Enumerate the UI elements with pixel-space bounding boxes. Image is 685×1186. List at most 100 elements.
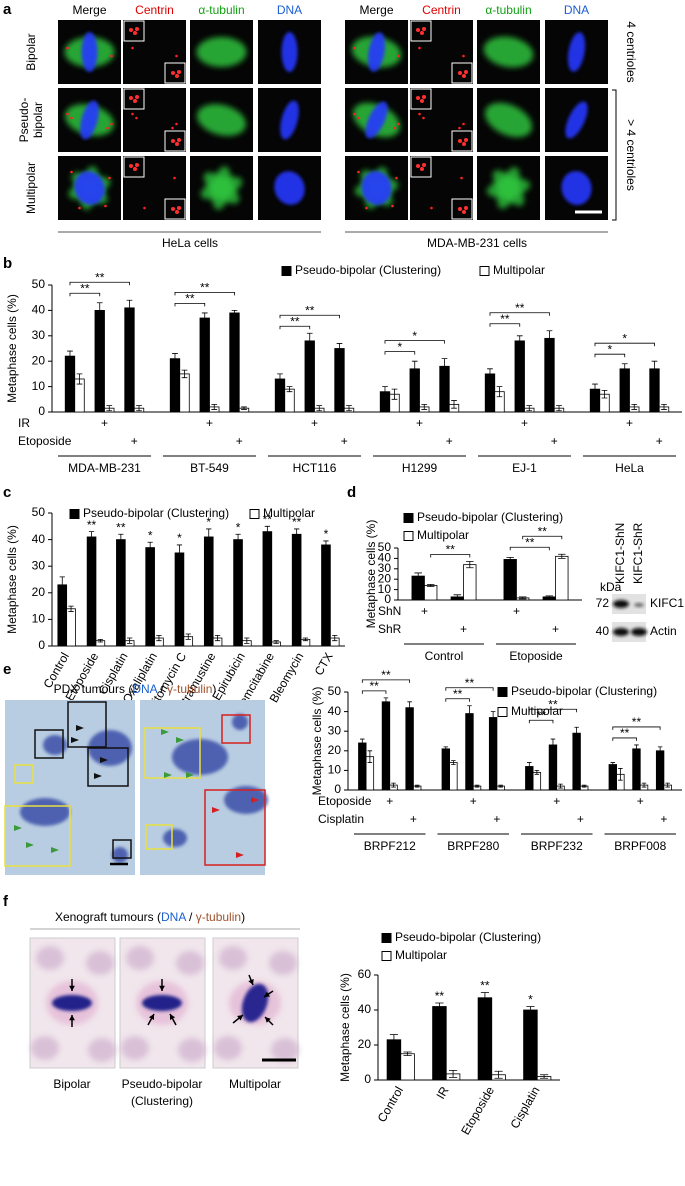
significance-label: * — [622, 331, 627, 345]
centriole — [460, 176, 463, 180]
centriole — [422, 116, 425, 120]
error-bar — [127, 637, 133, 644]
centriole — [391, 204, 394, 208]
centriole — [353, 112, 356, 116]
protein-label: Actin — [650, 624, 677, 638]
centriole-label: 4 centrioles — [624, 21, 638, 82]
column-header: α-tubulin — [198, 3, 244, 17]
centriole — [129, 96, 133, 100]
micrograph — [545, 156, 608, 220]
y-tick-label: 20 — [32, 353, 46, 367]
title-part: PDX tumours ( — [54, 682, 133, 696]
centriole — [422, 27, 426, 31]
treatment-mark: + — [656, 434, 663, 448]
error-bar — [518, 596, 527, 600]
centriole — [418, 112, 421, 116]
legend-swatch — [381, 951, 392, 961]
image-label: Pseudo-bipolar — [122, 1077, 203, 1091]
nucleus — [163, 829, 187, 847]
centriole — [70, 116, 73, 120]
significance-label: ** — [538, 524, 548, 538]
centriole — [458, 71, 462, 75]
treatment-mark: + — [341, 434, 348, 448]
significance-bracket — [174, 303, 206, 307]
cell — [271, 1038, 299, 1062]
error-bar — [621, 363, 628, 375]
legend-label: Pseudo-bipolar (Clustering) — [417, 510, 563, 524]
image-label: Bipolar — [53, 1077, 90, 1091]
error-bar — [641, 782, 647, 788]
centriole — [133, 31, 137, 35]
error-bar — [426, 584, 435, 587]
bar — [179, 373, 190, 413]
centriole — [70, 170, 73, 174]
kda-label: kDa — [600, 580, 622, 594]
error-bar — [97, 638, 103, 643]
x-tick-label: Etoposide — [458, 1084, 497, 1138]
significance-label: ** — [465, 676, 475, 690]
centriole — [175, 142, 179, 146]
roi-box — [87, 747, 129, 787]
cell — [126, 946, 154, 970]
bar — [488, 717, 498, 791]
significance-label: ** — [369, 679, 379, 693]
error-bar — [657, 746, 663, 756]
y-axis-label: Metaphase cells (%) — [364, 520, 378, 629]
group-label: MDA-MB-231 — [68, 461, 141, 475]
group-label: EJ-1 — [512, 461, 537, 475]
group-label: HeLa — [615, 461, 644, 475]
significance-label: ** — [525, 535, 535, 549]
error-bar — [391, 782, 396, 788]
error-bar — [67, 350, 73, 362]
bar — [555, 555, 569, 601]
centriole — [420, 31, 424, 35]
treatment-mark: + — [421, 604, 428, 618]
error-bar — [414, 784, 420, 788]
treatment-label: IR — [18, 416, 30, 430]
treatment-label: ShN — [378, 604, 401, 618]
centriole — [131, 112, 134, 116]
bar — [203, 536, 214, 647]
spindle — [211, 166, 232, 210]
error-bar — [487, 368, 493, 380]
dna — [74, 171, 105, 205]
dna — [567, 32, 586, 72]
error-bar — [526, 1006, 535, 1014]
error-bar — [467, 705, 472, 722]
error-bar — [176, 544, 183, 562]
centriole — [416, 164, 420, 168]
band — [613, 600, 629, 608]
column-header: Centrin — [135, 3, 174, 17]
y-tick-label: 20 — [358, 1037, 372, 1051]
bar — [632, 748, 641, 791]
error-bar — [526, 405, 533, 412]
column-header: α-tubulin — [485, 3, 531, 17]
dna — [80, 100, 99, 140]
treatment-mark: + — [131, 434, 138, 448]
significance-label: ** — [620, 726, 630, 740]
micrograph — [345, 156, 408, 220]
bar — [572, 732, 581, 791]
bar — [233, 539, 243, 647]
significance-label: ** — [515, 301, 525, 315]
bar — [544, 337, 555, 413]
centriole — [106, 126, 109, 130]
y-tick-label: 20 — [378, 571, 392, 585]
centriole — [171, 126, 174, 130]
error-bar — [231, 310, 238, 316]
dna — [367, 32, 386, 72]
error-bar — [286, 386, 293, 393]
inset — [410, 88, 432, 110]
centriole — [171, 139, 175, 143]
bar — [145, 547, 155, 647]
bar — [284, 388, 295, 413]
legend-label: Multipolar — [417, 528, 469, 542]
centriole — [462, 122, 465, 126]
legend-label: Pseudo-bipolar (Clustering) — [395, 930, 541, 944]
treatment-mark: + — [577, 812, 584, 826]
micrograph — [545, 20, 608, 84]
bar — [548, 744, 558, 791]
error-bar — [76, 373, 83, 385]
x-tick-label: Control — [375, 1084, 406, 1125]
title-part: ) — [212, 682, 216, 696]
